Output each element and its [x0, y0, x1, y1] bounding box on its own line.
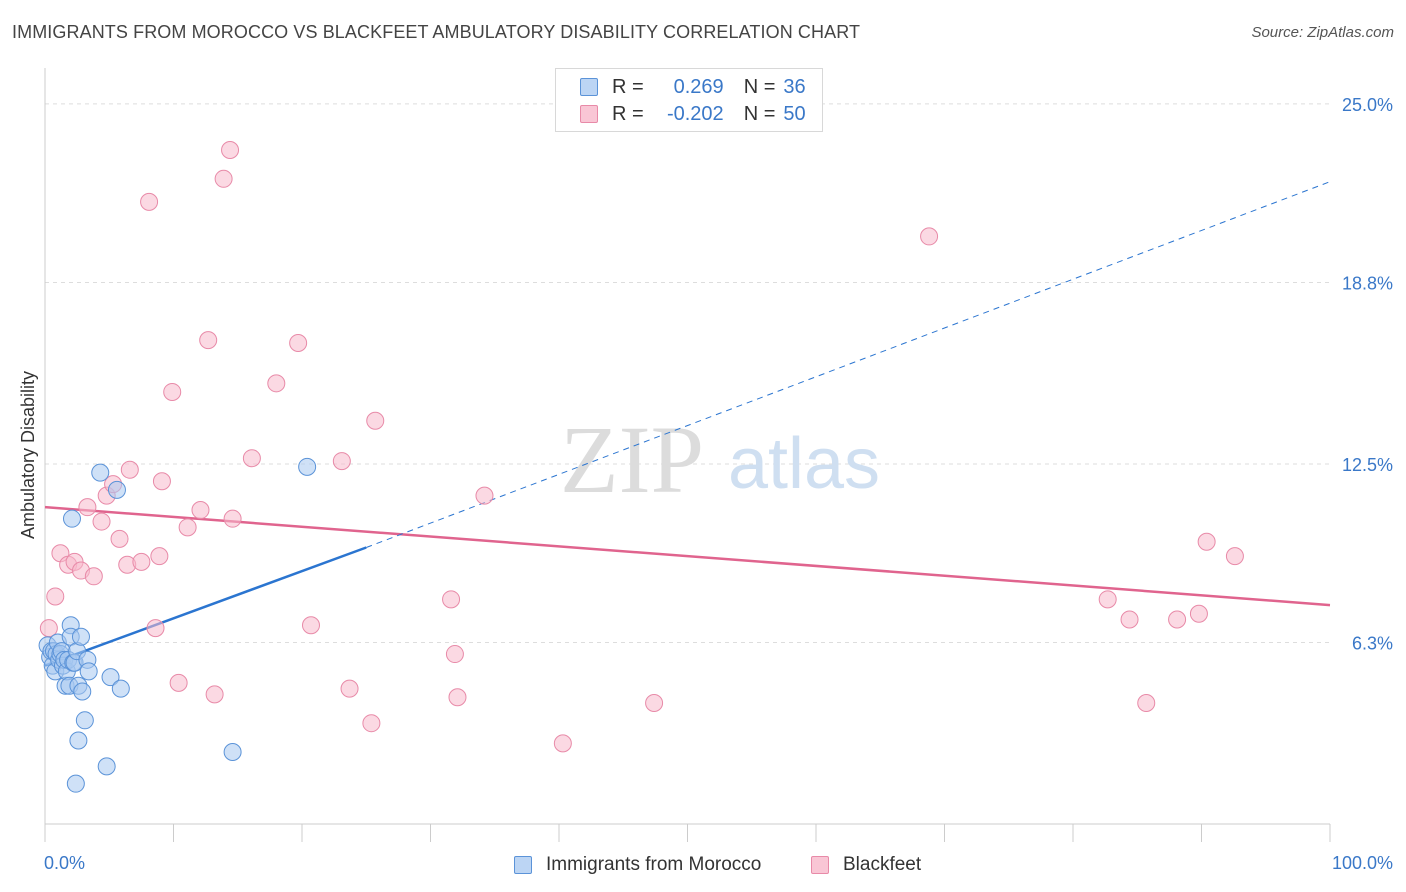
blackfeet-point [1098, 590, 1117, 609]
blackfeet-point [140, 192, 159, 211]
y-tick-label: 18.8% [1342, 274, 1393, 294]
blackfeet-point [1168, 610, 1187, 629]
series-swatch-blackfeet [811, 856, 829, 874]
blackfeet-point [132, 552, 151, 571]
blackfeet-point [110, 529, 129, 548]
y-axis-label: Ambulatory Disability [18, 371, 38, 539]
legend-n-label: N = [743, 75, 776, 98]
legend-n-value-morocco: 36 [783, 75, 806, 98]
legend-r-label: R = [612, 102, 644, 125]
watermark-atlas: atlas [728, 424, 880, 504]
series-swatch-morocco [514, 856, 532, 874]
blackfeet-point [178, 518, 197, 537]
blackfeet-point [332, 452, 351, 471]
blackfeet-point [1137, 694, 1156, 713]
morocco-point [107, 480, 126, 499]
watermark-zip: ZIP [560, 406, 704, 513]
morocco-point [66, 774, 85, 793]
blackfeet-point [214, 169, 233, 188]
morocco-point [62, 509, 81, 528]
legend-n-value-blackfeet: 50 [783, 102, 806, 125]
legend-row-blackfeet: R = -0.202 N = 50 [580, 101, 806, 127]
blackfeet-point [78, 498, 97, 517]
morocco-point [97, 757, 116, 776]
series-name-morocco: Immigrants from Morocco [546, 854, 762, 875]
blackfeet-point [152, 472, 171, 491]
trend-lines [44, 181, 1331, 667]
blackfeet-point [553, 734, 572, 753]
blackfeet-point [1120, 610, 1139, 629]
legend-r-value-blackfeet: -0.202 [666, 102, 724, 125]
legend-n-label: N = [743, 102, 776, 125]
blackfeet-point [442, 590, 461, 609]
series-name-blackfeet: Blackfeet [843, 854, 922, 875]
correlation-legend: R = 0.269 N = 36 R = -0.202 N = 50 [555, 68, 823, 132]
blackfeet-point [267, 374, 286, 393]
morocco-point [69, 731, 88, 750]
blackfeet-point [221, 141, 240, 160]
blackfeet-point [475, 486, 494, 505]
blackfeet-point [445, 645, 464, 664]
morocco-point [223, 742, 242, 761]
axes [44, 68, 1331, 842]
y-tick-label: 12.5% [1342, 455, 1393, 475]
blackfeet-point [150, 547, 169, 566]
blackfeet-point [169, 673, 188, 692]
blackfeet-point [1225, 547, 1244, 566]
blackfeet-point [191, 501, 210, 520]
blackfeet-point [163, 382, 182, 401]
morocco-point [79, 662, 98, 681]
tick-labels: 25.0% 18.8% 12.5% 6.3% 0.0% 100.0% [44, 95, 1393, 873]
blackfeet-point [242, 449, 261, 468]
chart-title: IMMIGRANTS FROM MOROCCO VS BLACKFEET AMB… [12, 22, 861, 42]
blackfeet-point [223, 509, 242, 528]
legend-row-morocco: R = 0.269 N = 36 [580, 74, 806, 100]
blackfeet-point [920, 227, 939, 246]
legend-r-value-morocco: 0.269 [673, 75, 724, 98]
blackfeet-point [645, 694, 664, 713]
blackfeet-point [1197, 532, 1216, 551]
blackfeet-point [366, 411, 385, 430]
blackfeet-point [448, 688, 467, 707]
morocco-points [38, 457, 317, 793]
morocco-trend-extension [366, 181, 1331, 548]
morocco-point [75, 711, 94, 730]
y-tick-label: 25.0% [1342, 95, 1393, 115]
morocco-point [101, 668, 120, 687]
x-tick-label: 100.0% [1332, 853, 1393, 873]
blackfeet-point [289, 333, 308, 352]
morocco-point [71, 627, 90, 646]
blackfeet-point [199, 331, 218, 350]
morocco-point [91, 463, 110, 482]
blackfeet-point [340, 679, 359, 698]
series-legend-morocco: Immigrants from Morocco [514, 852, 761, 878]
blackfeet-point [205, 685, 224, 704]
morocco-point [298, 457, 317, 476]
source-label: Source: ZipAtlas.com [1251, 24, 1394, 41]
blackfeet-point [120, 460, 139, 479]
blackfeet-point [92, 512, 111, 531]
blackfeet-point [84, 567, 103, 586]
series-legend-blackfeet: Blackfeet [811, 852, 921, 878]
legend-swatch-morocco [580, 78, 598, 96]
blackfeet-points [39, 141, 1244, 753]
blackfeet-point [301, 616, 320, 635]
morocco-point [73, 682, 92, 701]
x-tick-label: 0.0% [44, 853, 85, 873]
blackfeet-point [362, 714, 381, 733]
morocco-trend-line [44, 546, 367, 667]
blackfeet-point [1189, 604, 1208, 623]
blackfeet-trend-line [44, 505, 1331, 607]
blackfeet-point [146, 619, 165, 638]
morocco-point [111, 679, 130, 698]
legend-r-label: R = [612, 75, 644, 98]
gridlines [45, 103, 1330, 644]
blackfeet-point [46, 587, 65, 606]
legend-swatch-blackfeet [580, 105, 598, 123]
y-tick-label: 6.3% [1352, 634, 1393, 654]
